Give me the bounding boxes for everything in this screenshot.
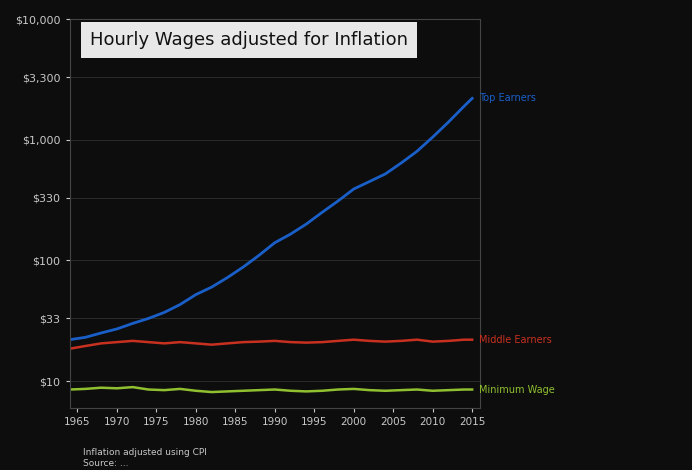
- Text: Inflation adjusted using CPI
Source: ...: Inflation adjusted using CPI Source: ...: [83, 448, 207, 468]
- Text: Hourly Wages adjusted for Inflation: Hourly Wages adjusted for Inflation: [90, 31, 408, 49]
- Text: Top Earners: Top Earners: [479, 94, 536, 103]
- Text: Middle Earners: Middle Earners: [479, 335, 552, 345]
- Text: Minimum Wage: Minimum Wage: [479, 384, 555, 394]
